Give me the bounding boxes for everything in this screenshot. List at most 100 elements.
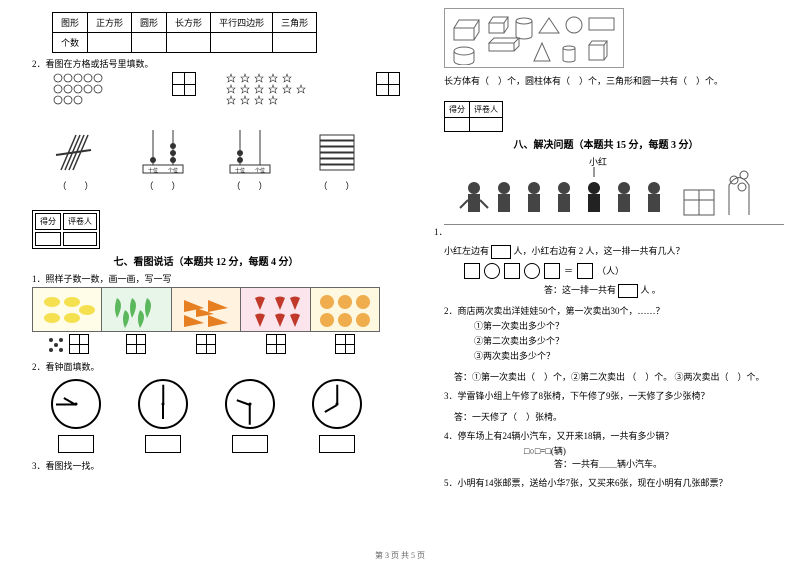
grader-label: 评卷人: [470, 102, 503, 118]
q8-1-answer: 答：这一排一共有 人 。: [544, 283, 788, 298]
carrot-icon: [176, 290, 236, 330]
pepper-icon: [107, 290, 167, 330]
answer-grid[interactable]: [172, 72, 196, 96]
answer-box[interactable]: [58, 435, 94, 453]
eq-op[interactable]: [524, 263, 540, 279]
th: 长方形: [167, 13, 211, 33]
q8-1-text2: 人，小红右边有 2 人，这一排一共有几人？: [514, 246, 685, 256]
clock-item: [138, 379, 188, 453]
answer-grid[interactable]: [266, 334, 286, 354]
clock-item: [312, 379, 362, 453]
answer-text2: 人 。: [641, 285, 661, 295]
paren-blank[interactable]: （ ）: [220, 179, 280, 192]
q7-3-text: 3．看图找一找。: [32, 459, 400, 472]
q8-4: 4．停车场上有24辆小汽车，又开来18辆，一共有多少辆？: [444, 429, 788, 442]
stars-group: [226, 72, 346, 110]
answer-box[interactable]: [319, 435, 355, 453]
orange-icon: [315, 290, 375, 330]
th: 平行四边形: [211, 13, 273, 33]
svg-text:十位: 十位: [235, 167, 245, 174]
eq-box[interactable]: [504, 263, 520, 279]
abacus-icon: 十位 个位: [138, 125, 188, 175]
q7-1-text: 1．照样子数一数，画一画，写一写: [32, 272, 400, 285]
row-label: 个数: [53, 33, 88, 53]
clock-icon: [51, 379, 101, 429]
kids-illustration: 小红: [444, 155, 784, 225]
strawberry-icon: [245, 290, 305, 330]
q8-5: 5．小明有14张邮票，送给小华7张，又买来6张，现在小明有几张邮票？: [444, 476, 788, 489]
kids-row-icon: 小红: [444, 155, 784, 225]
q7-2-text: 2．看钟面填数。: [32, 360, 400, 373]
grader-blank[interactable]: [470, 118, 503, 132]
pepper-cell: [102, 288, 171, 331]
score-blank[interactable]: [445, 118, 470, 132]
eq-op[interactable]: [484, 263, 500, 279]
clock-icon: [225, 379, 275, 429]
clocks-row: [32, 379, 380, 453]
th: 图形: [53, 13, 88, 33]
apples-group: [52, 72, 142, 110]
fruit-grid: [32, 287, 380, 332]
bars-icon: [312, 125, 362, 175]
paren-blank[interactable]: （ ）: [307, 179, 367, 192]
answer-grid[interactable]: [69, 334, 89, 354]
th: 圆形: [132, 13, 167, 33]
q8-2: 2．商店两次卖出洋娃娃50个，第一次卖出30个，……？: [444, 304, 788, 317]
q8-1-num: 1．: [434, 225, 788, 238]
grader-label: 评卷人: [63, 213, 97, 230]
blank-box[interactable]: [491, 245, 511, 259]
shapes-3d-icon: [449, 13, 619, 65]
score-box: 得分评卷人: [32, 210, 100, 249]
answer-box[interactable]: [145, 435, 181, 453]
shape-count-table: 图形 正方形 圆形 长方形 平行四边形 三角形 个数: [52, 12, 317, 53]
blank-cell[interactable]: [88, 33, 132, 53]
paren-blank[interactable]: （ ）: [133, 179, 193, 192]
q8-2-sub2: ②第二次卖出多少个？: [474, 334, 788, 347]
blank-cell[interactable]: [211, 33, 273, 53]
blank-cell[interactable]: [273, 33, 317, 53]
blank-box[interactable]: [618, 284, 638, 298]
left-column: 图形 正方形 圆形 长方形 平行四边形 三角形 个数 2．看图在方格或括号里填数…: [0, 0, 412, 565]
carrot-cell: [172, 288, 241, 331]
abacus-item: 十位 个位 （ ）: [133, 125, 193, 192]
svg-text:个位: 个位: [168, 167, 178, 174]
eq-box[interactable]: [464, 263, 480, 279]
section-8-title: 八、解决问题（本题共 15 分，每题 3 分）: [424, 136, 788, 151]
answer-grid[interactable]: [196, 334, 216, 354]
score-label: 得分: [35, 213, 61, 230]
answer-grid[interactable]: [126, 334, 146, 354]
dots-icon: [45, 334, 67, 356]
grader-blank[interactable]: [63, 232, 97, 246]
xiaohong-label: 小红: [589, 156, 607, 167]
abacus-icon: 十位个位: [225, 125, 275, 175]
question-2-text: 2．看图在方格或括号里填数。: [32, 57, 400, 70]
fruit-answer-row: [32, 334, 380, 356]
apples-stars-row: [52, 72, 400, 110]
answer-text: 答：这一排一共有: [544, 285, 616, 295]
paren-blank[interactable]: （ ）: [46, 179, 106, 192]
score-label: 得分: [445, 102, 470, 118]
q8-3-answer: 答：一天修了（ ）张椅。: [454, 410, 788, 423]
eq-box[interactable]: [544, 263, 560, 279]
blank-cell[interactable]: [132, 33, 167, 53]
eq-box[interactable]: [577, 263, 593, 279]
q8-4-answer: 答：一共有＿＿辆小汽车。: [554, 457, 788, 470]
answer-box[interactable]: [232, 435, 268, 453]
right-column: 长方体有（ ）个，圆柱体有（ ）个，三角形和圆一共有（ ）个。 得分评卷人 八、…: [412, 0, 800, 565]
table-count-row: 个数: [53, 33, 317, 53]
page-footer: 第 3 页 共 5 页: [0, 550, 800, 561]
shapes-fill-text: 长方体有（ ）个，圆柱体有（ ）个，三角形和圆一共有（ ）个。: [444, 74, 788, 87]
th: 正方形: [88, 13, 132, 33]
svg-text:十位: 十位: [148, 167, 158, 174]
answer-grid[interactable]: [335, 334, 355, 354]
blank-cell[interactable]: [167, 33, 211, 53]
answer-grid[interactable]: [376, 72, 400, 96]
score-blank[interactable]: [35, 232, 61, 246]
shapes-3d-box: [444, 8, 624, 68]
q8-2-sub1: ①第一次卖出多少个？: [474, 319, 788, 332]
q8-1-line: 小红左边有 人，小红右边有 2 人，这一排一共有几人？: [444, 244, 788, 259]
sticks-icon: [51, 125, 101, 175]
clock-item: [225, 379, 275, 453]
table-header-row: 图形 正方形 圆形 长方形 平行四边形 三角形: [53, 13, 317, 33]
counting-items-row: （ ） 十位 个位 （ ） 十位 个位 （ ） （ ）: [32, 125, 380, 192]
